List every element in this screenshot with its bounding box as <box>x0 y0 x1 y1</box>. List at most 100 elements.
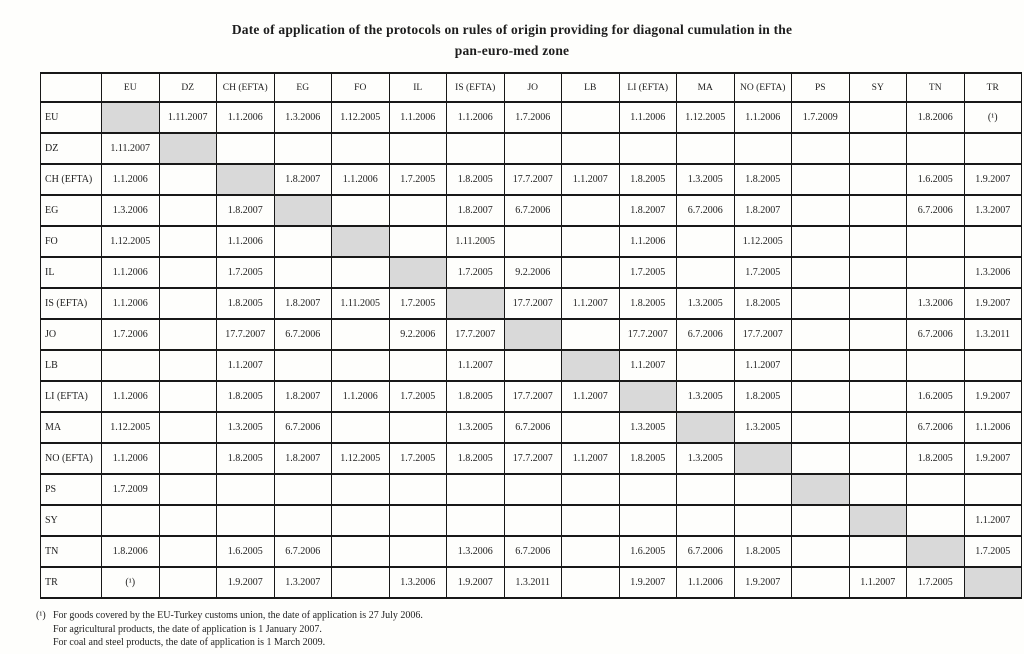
row-header: TN <box>40 535 102 568</box>
table-cell: 1.1.2006 <box>331 163 390 196</box>
table-cell <box>388 132 447 165</box>
table-cell <box>101 504 160 537</box>
table-cell <box>331 473 390 506</box>
table-cell <box>503 132 562 165</box>
table-cell <box>273 256 332 289</box>
table-cell: 1.12.2005 <box>331 442 390 475</box>
table-cell: 1.1.2007 <box>561 380 620 413</box>
row-header: CH (EFTA) <box>40 163 102 196</box>
table-cell: 1.8.2006 <box>101 535 160 568</box>
table-cell: 17.7.2007 <box>503 442 562 475</box>
table-cell <box>158 504 217 537</box>
table-cell <box>906 473 965 506</box>
table-cell: 6.7.2006 <box>906 411 965 444</box>
row-header: LB <box>40 349 102 382</box>
table-cell: 1.1.2006 <box>963 411 1022 444</box>
table-cell: 17.7.2007 <box>503 287 562 320</box>
table-cell: 6.7.2006 <box>503 411 562 444</box>
table-cell: 1.1.2006 <box>101 442 160 475</box>
table-cell <box>963 566 1022 599</box>
column-header: SY <box>848 72 907 103</box>
table-cell: 1.7.2006 <box>101 318 160 351</box>
table-cell <box>503 504 562 537</box>
table-cell <box>273 194 332 227</box>
header-row: EU DZ CH (EFTA) EG FO IL IS (EFTA) JO LB LI (EFTA… <box>40 72 1022 103</box>
table-cell: 1.3.2006 <box>273 101 332 134</box>
column-header: LB <box>561 72 620 103</box>
table-cell: 1.1.2007 <box>848 566 907 599</box>
table-cell: 1.3.2011 <box>963 318 1022 351</box>
table-cell <box>331 411 390 444</box>
table-cell: 1.7.2009 <box>791 101 850 134</box>
table-cell: 1.7.2009 <box>101 473 160 506</box>
table-cell <box>791 194 850 227</box>
table-cell <box>561 349 620 382</box>
table-cell <box>503 318 562 351</box>
table-cell: 9.2.2006 <box>503 256 562 289</box>
table-cell <box>733 473 792 506</box>
row-header: NO (EFTA) <box>40 442 102 475</box>
table-cell: 1.7.2005 <box>963 535 1022 568</box>
table-cell: 17.7.2007 <box>216 318 275 351</box>
column-header: MA <box>676 72 735 103</box>
table-cell <box>848 287 907 320</box>
table-cell: 1.1.2006 <box>101 256 160 289</box>
table-row: FO 1.12.2005 1.1.2006 1.11.2005 1.1.2006 1.12… <box>40 225 1022 258</box>
table-cell: 1.3.2011 <box>503 566 562 599</box>
table-cell <box>848 318 907 351</box>
table-cell <box>848 535 907 568</box>
table-row: EU 1.11.2007 1.1.2006 1.3.2006 1.12.2005 1.1.… <box>40 101 1022 134</box>
table-cell <box>848 349 907 382</box>
table-cell: 1.1.2007 <box>618 349 677 382</box>
table-cell: (¹) <box>101 566 160 599</box>
table-cell: 1.8.2005 <box>446 163 505 196</box>
table-cell <box>158 318 217 351</box>
table-cell <box>676 504 735 537</box>
table-cell <box>848 225 907 258</box>
table-cell <box>561 194 620 227</box>
table-cell: 17.7.2007 <box>503 163 562 196</box>
table-cell: 1.9.2007 <box>963 380 1022 413</box>
table-cell: 1.1.2006 <box>446 101 505 134</box>
table-cell: 1.3.2007 <box>273 566 332 599</box>
table-row: TN 1.8.2006 1.6.2005 6.7.2006 1.3.2006 6.7.20… <box>40 535 1022 568</box>
table-cell: 1.7.2005 <box>906 566 965 599</box>
table-cell: 6.7.2006 <box>676 318 735 351</box>
table-row: SY 1.1.2007 <box>40 504 1022 537</box>
table-cell <box>676 225 735 258</box>
table-cell: 1.8.2005 <box>618 442 677 475</box>
table-cell <box>561 101 620 134</box>
table-cell <box>158 256 217 289</box>
table-cell: 1.8.2005 <box>618 163 677 196</box>
table-cell <box>446 132 505 165</box>
table-cell: 1.11.2007 <box>101 132 160 165</box>
row-header: EU <box>40 101 102 134</box>
table-row: EG 1.3.2006 1.8.2007 1.8.2007 6.7.2006 1.8.20… <box>40 194 1022 227</box>
table-cell <box>101 349 160 382</box>
table-row: TR (¹) 1.9.2007 1.3.2007 1.3.2006 1.9.2007 1.3… <box>40 566 1022 599</box>
table-cell <box>848 442 907 475</box>
row-header: MA <box>40 411 102 444</box>
table-cell: 9.2.2006 <box>388 318 447 351</box>
table-cell <box>158 132 217 165</box>
table-cell <box>561 566 620 599</box>
table-cell: 1.9.2007 <box>963 287 1022 320</box>
table-cell: 17.7.2007 <box>503 380 562 413</box>
table-cell <box>791 225 850 258</box>
table-row: LI (EFTA) 1.1.2006 1.8.2005 1.8.2007 1.1.200… <box>40 380 1022 413</box>
table-cell <box>561 535 620 568</box>
table-cell <box>388 256 447 289</box>
table-cell: 1.1.2007 <box>561 287 620 320</box>
footnote-text: For goods covered by the EU-Turkey custo… <box>53 610 423 621</box>
table-cell <box>273 504 332 537</box>
table-cell <box>158 535 217 568</box>
column-header: NO (EFTA) <box>733 72 792 103</box>
table-cell <box>963 132 1022 165</box>
table-cell <box>618 504 677 537</box>
table-cell: 1.7.2006 <box>503 101 562 134</box>
page-title-line2: pan-euro-med zone <box>454 42 570 58</box>
table-cell <box>216 132 275 165</box>
table-cell <box>388 535 447 568</box>
table-cell <box>906 349 965 382</box>
table-cell: 6.7.2006 <box>503 194 562 227</box>
